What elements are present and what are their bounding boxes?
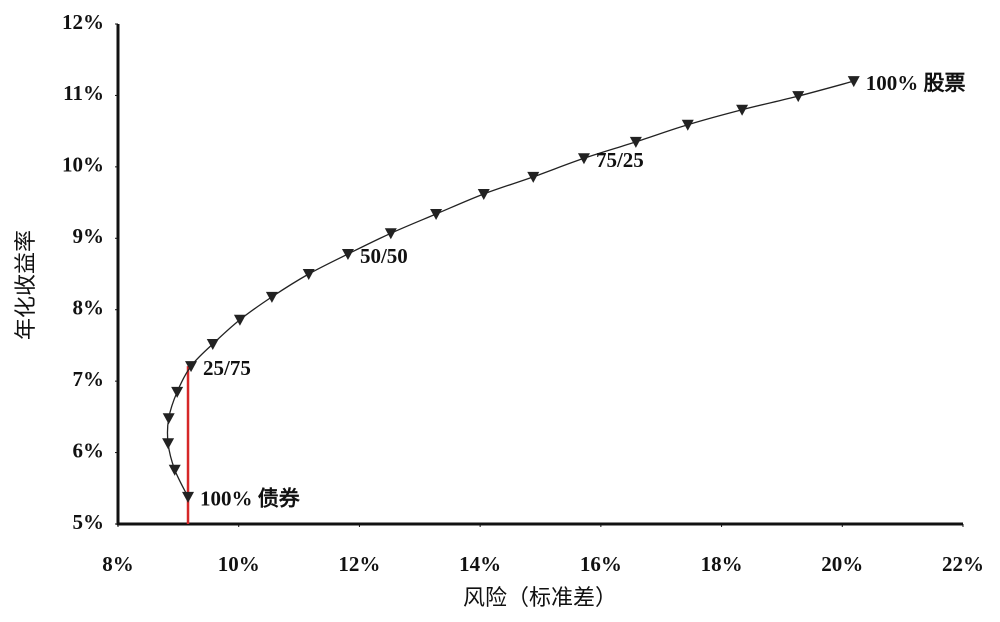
- point-marker: [162, 438, 175, 450]
- point-label: 25/75: [203, 356, 251, 380]
- point-label: 100% 股票: [866, 71, 966, 95]
- point-marker: [577, 153, 590, 165]
- y-tick-label: 11%: [63, 81, 104, 105]
- y-tick-label: 12%: [62, 10, 104, 34]
- point-marker: [527, 171, 540, 183]
- point-marker: [265, 291, 278, 303]
- point-marker: [185, 361, 198, 373]
- point-label: 100% 债券: [200, 487, 301, 511]
- y-tick-label: 5%: [73, 510, 105, 534]
- y-axis-title: 年化收益率: [13, 230, 38, 340]
- y-tick-label: 10%: [62, 153, 104, 177]
- y-tick-label: 9%: [73, 224, 105, 248]
- point-label: 50/50: [360, 244, 408, 268]
- point-marker: [792, 91, 805, 103]
- point-marker: [341, 249, 354, 260]
- point-marker: [233, 314, 246, 326]
- point-marker: [384, 228, 397, 240]
- point-marker: [162, 413, 175, 425]
- point-marker: [171, 386, 184, 398]
- point-marker: [168, 464, 181, 476]
- x-tick-label: 16%: [580, 552, 622, 576]
- point-marker: [477, 189, 490, 200]
- x-axis-title: 风险（标准差）: [463, 585, 617, 610]
- point-marker: [182, 491, 195, 503]
- frontier-line: [166, 80, 854, 498]
- point-marker: [681, 119, 694, 131]
- x-tick-label: 12%: [338, 552, 380, 576]
- y-tick-label: 7%: [73, 367, 105, 391]
- y-tick-label: 8%: [73, 296, 105, 320]
- x-tick-label: 14%: [459, 552, 501, 576]
- x-tick-label: 22%: [942, 552, 984, 576]
- point-marker: [206, 339, 219, 350]
- x-tick-label: 10%: [218, 552, 260, 576]
- point-marker: [430, 209, 443, 220]
- point-label: 75/25: [596, 148, 644, 172]
- point-marker: [629, 136, 642, 148]
- point-marker: [302, 269, 315, 280]
- point-marker: [847, 76, 860, 88]
- x-tick-label: 18%: [701, 552, 743, 576]
- y-tick-label: 6%: [73, 438, 105, 462]
- x-tick-label: 8%: [102, 552, 134, 576]
- point-marker: [736, 104, 749, 116]
- x-tick-label: 20%: [821, 552, 863, 576]
